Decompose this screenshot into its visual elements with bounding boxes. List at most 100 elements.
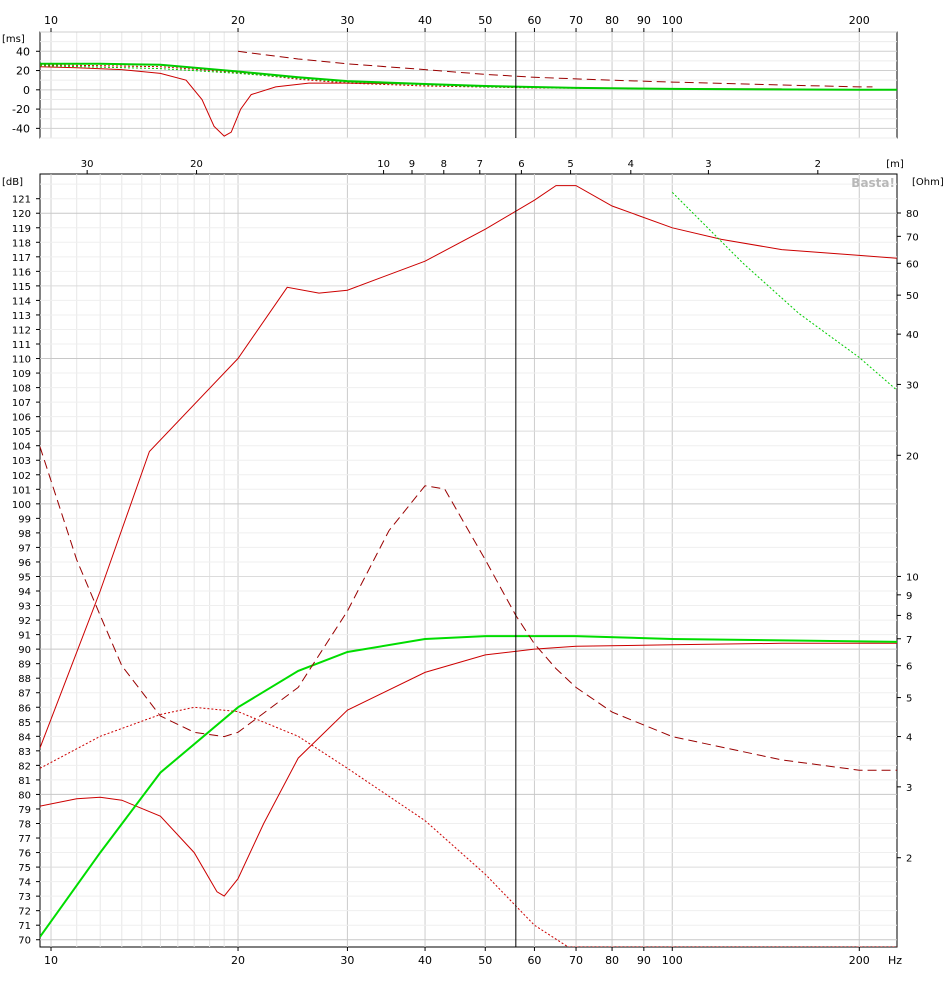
- db-axis-label: [dB]: [2, 177, 23, 188]
- spl-series-line: [40, 706, 897, 947]
- db-tick-label: 109: [12, 369, 31, 380]
- ohm-tick-label: 7: [906, 635, 912, 646]
- spl-impedance-panel: 7071727374757677787980818283848586878889…: [2, 159, 944, 967]
- ohm-tick-label: 70: [906, 232, 919, 243]
- group-delay-series-line: [40, 64, 897, 91]
- spl-series-line: [40, 642, 897, 897]
- spl-plot-area: [39, 173, 898, 948]
- db-tick-label: 115: [12, 282, 31, 293]
- ohm-tick-label: 40: [906, 330, 919, 341]
- db-tick-label: 89: [18, 660, 31, 671]
- db-tick-label: 76: [18, 849, 31, 860]
- db-tick-label: 111: [12, 340, 31, 351]
- bottom-x-tick-label: 90: [637, 954, 651, 967]
- db-tick-label: 117: [12, 253, 31, 264]
- ms-axis-label: [ms]: [2, 34, 25, 45]
- ohm-tick-label: 2: [906, 854, 912, 865]
- ohm-tick-label: 20: [906, 451, 919, 462]
- db-tick-label: 116: [12, 267, 31, 278]
- ohm-tick-label: 8: [906, 611, 912, 622]
- db-tick-label: 72: [18, 907, 31, 918]
- db-tick-label: 112: [12, 325, 31, 336]
- bottom-x-tick-label: 70: [569, 954, 583, 967]
- db-tick-label: 106: [12, 413, 31, 424]
- db-tick-label: 96: [18, 558, 31, 569]
- db-tick-label: 84: [18, 732, 31, 743]
- ohm-tick-label: 50: [906, 291, 919, 302]
- ohm-tick-label: 60: [906, 259, 919, 270]
- db-tick-label: 85: [18, 718, 31, 729]
- db-tick-label: 80: [18, 790, 31, 801]
- impedance-series-line: [40, 446, 897, 771]
- wavelength-tick-label: 8: [441, 159, 447, 170]
- db-tick-label: 86: [18, 703, 31, 714]
- bottom-x-tick-label: 10: [44, 954, 58, 967]
- db-tick-label: 82: [18, 761, 31, 772]
- wavelength-tick-label: 5: [567, 159, 573, 170]
- ms-tick-label: 40: [16, 45, 30, 58]
- top-x-tick-label: 60: [527, 14, 541, 27]
- db-tick-label: 95: [18, 572, 31, 583]
- db-tick-label: 73: [18, 892, 31, 903]
- bottom-x-tick-label: 100: [662, 954, 683, 967]
- db-tick-label: 97: [18, 543, 31, 554]
- wavelength-tick-label: 10: [377, 159, 390, 170]
- spl-series-line: [40, 185, 897, 749]
- db-tick-label: 113: [12, 311, 31, 322]
- ms-tick-label: 20: [16, 65, 30, 78]
- db-tick-label: 77: [18, 834, 31, 845]
- bottom-x-tick-label: 50: [478, 954, 492, 967]
- wavelength-tick-label: 2: [815, 159, 821, 170]
- db-tick-label: 93: [18, 602, 31, 613]
- ms-tick-label: -20: [12, 103, 30, 116]
- hz-unit-label: Hz: [888, 954, 902, 967]
- db-tick-label: 114: [12, 296, 31, 307]
- db-tick-label: 78: [18, 819, 31, 830]
- db-tick-label: 101: [12, 485, 31, 496]
- db-tick-label: 81: [18, 776, 31, 787]
- db-tick-label: 99: [18, 514, 31, 525]
- ms-tick-label: -40: [12, 122, 30, 135]
- ohm-tick-label: 4: [906, 733, 912, 744]
- db-tick-label: 87: [18, 689, 31, 700]
- top-x-tick-label: 10: [44, 14, 58, 27]
- bottom-x-tick-label: 60: [527, 954, 541, 967]
- top-x-tick-label: 80: [605, 14, 619, 27]
- top-x-tick-label: 100: [662, 14, 683, 27]
- group-delay-series-line: [40, 65, 897, 91]
- db-tick-label: 92: [18, 616, 31, 627]
- wavelength-tick-label: 30: [81, 159, 94, 170]
- db-tick-label: 120: [12, 209, 31, 220]
- db-tick-label: 98: [18, 529, 31, 540]
- db-tick-label: 104: [12, 442, 31, 453]
- top-x-tick-label: 20: [231, 14, 245, 27]
- top-x-tick-label: 90: [637, 14, 651, 27]
- watermark-text: Basta!: [851, 176, 895, 190]
- top-x-tick-label: 50: [478, 14, 492, 27]
- db-tick-label: 91: [18, 631, 31, 642]
- bottom-x-tick-label: 30: [340, 954, 354, 967]
- group-delay-series-line: [237, 50, 873, 88]
- db-tick-label: 105: [12, 427, 31, 438]
- bottom-x-tick-label: 40: [418, 954, 432, 967]
- ohm-tick-label: 5: [906, 694, 912, 705]
- db-tick-label: 70: [18, 936, 31, 947]
- wavelength-tick-label: 7: [477, 159, 483, 170]
- ohm-tick-label: 10: [906, 572, 919, 583]
- wavelength-tick-label: 6: [518, 159, 524, 170]
- top-x-tick-label: 30: [340, 14, 354, 27]
- db-tick-label: 90: [18, 645, 31, 656]
- top-x-tick-label: 70: [569, 14, 583, 27]
- ohm-tick-label: 80: [906, 209, 919, 220]
- db-tick-label: 79: [18, 805, 31, 816]
- top-x-tick-label: 40: [418, 14, 432, 27]
- db-tick-label: 94: [18, 587, 31, 598]
- wavelength-unit-label: [m]: [886, 159, 904, 170]
- ohm-axis-label: [Ohm]: [912, 177, 944, 188]
- db-tick-label: 100: [12, 500, 31, 511]
- spl-series-line: [40, 635, 897, 938]
- db-tick-label: 121: [12, 195, 31, 206]
